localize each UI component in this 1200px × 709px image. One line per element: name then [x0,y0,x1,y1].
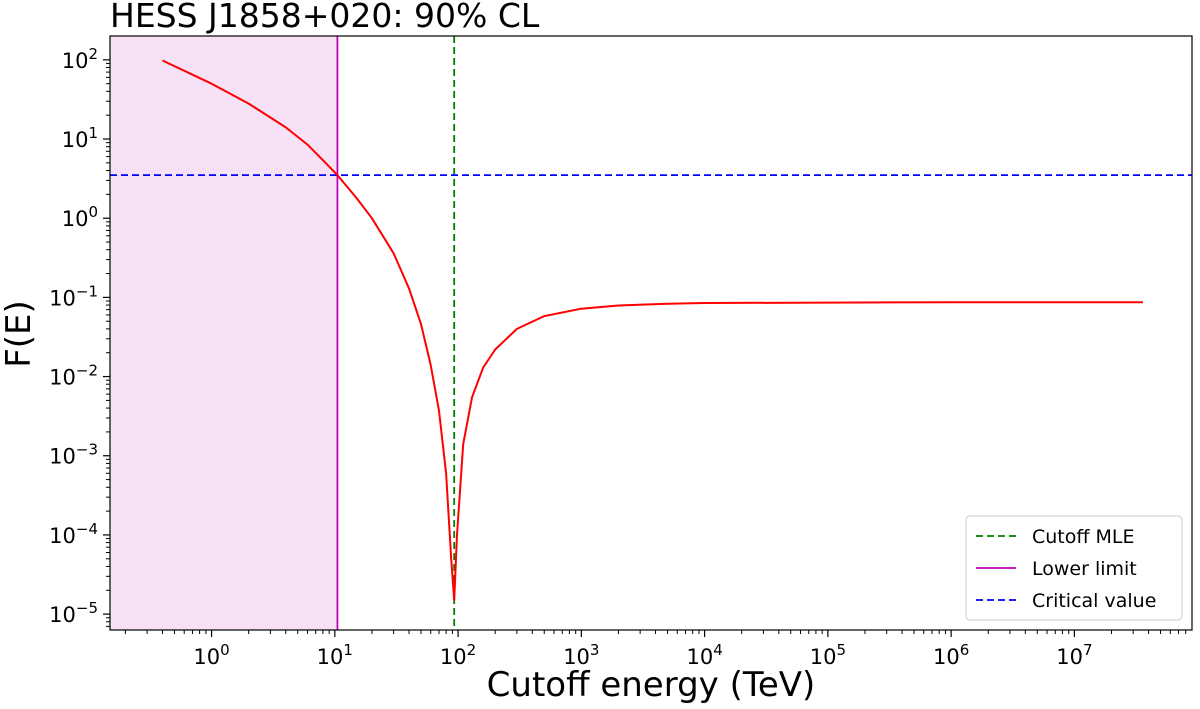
legend-label: Critical value [1032,590,1156,612]
plot-frame [109,35,1193,631]
y-tick-label: 10−1 [49,282,98,310]
y-tick-label: 10−5 [49,599,98,627]
x-tick-label: 107 [1056,641,1092,669]
x-tick-label: 100 [193,641,229,669]
legend-label: Cutoff MLE [1032,526,1135,548]
y-tick-label: 100 [62,203,98,231]
legend-box [965,515,1183,621]
plot-inner [110,36,1192,630]
x-tick-label: 101 [317,641,353,669]
legend-label: Lower limit [1032,558,1137,580]
x-tick-label: 102 [440,641,476,669]
chart-title: HESS J1858+020: 90% CL [110,0,540,35]
x-tick-label: 104 [686,641,722,669]
x-tick-label: 106 [933,641,969,669]
y-axis-label: F(E) [0,300,39,368]
y-tick-label: 102 [62,45,98,73]
y-tick-label: 10−3 [49,441,98,469]
legend: Cutoff MLE Lower limit Critical value [965,515,1183,621]
x-tick-label: 105 [810,641,846,669]
axes: 100 101 102 103 104 105 106 107 102 101 100 10−1 10−… [49,35,1193,669]
x-axis-label: Cutoff energy (TeV) [487,665,816,705]
y-tick-label: 101 [62,124,98,152]
x-tick-label: 103 [563,641,599,669]
plot-area [110,36,1192,630]
series-line-0 [162,59,1143,602]
shaded-region [110,36,338,630]
y-tick-label: 10−4 [49,520,98,548]
y-tick-label: 10−2 [49,362,98,390]
